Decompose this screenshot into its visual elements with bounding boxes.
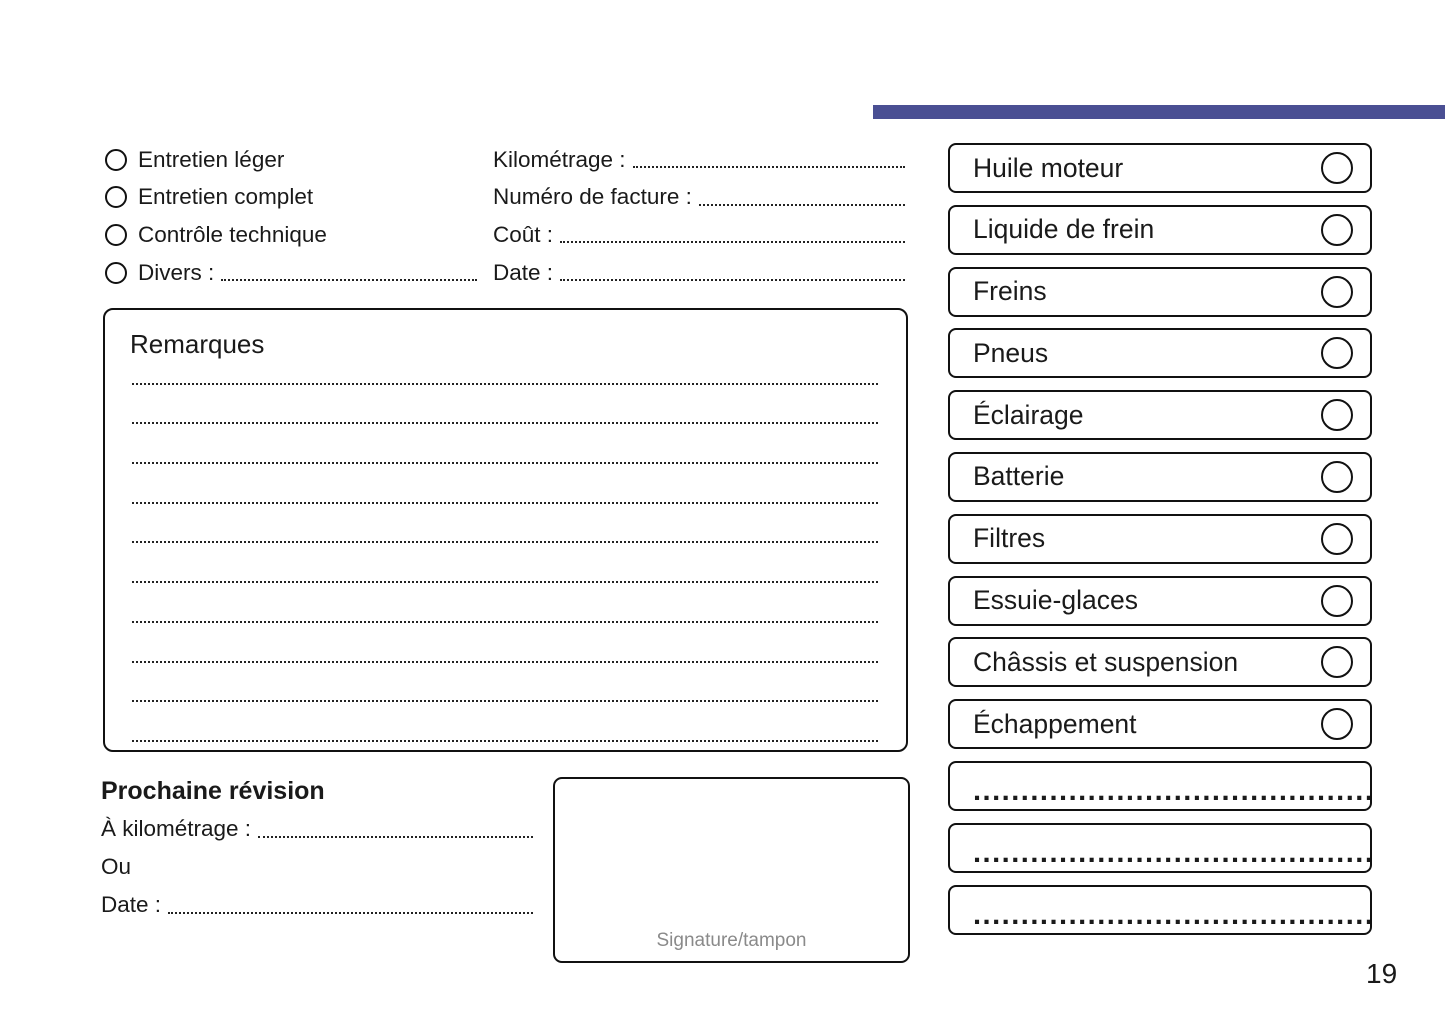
checklist-item-label: Batterie <box>973 461 1065 492</box>
service-type-label: Contrôle technique <box>138 221 327 247</box>
service-type-row: Divers : <box>105 254 477 292</box>
checklist-item-label: Pneus <box>973 337 1049 368</box>
remarks-dotted-line[interactable] <box>132 464 878 504</box>
checklist-item-label: Freins <box>973 276 1047 307</box>
check-circle-icon[interactable] <box>1321 584 1353 617</box>
header-accent-bar <box>873 105 1445 119</box>
checklist-blank-dots[interactable]: ........................................… <box>973 836 1372 869</box>
check-circle-icon[interactable] <box>1321 708 1353 741</box>
checklist-item-label: Liquide de frein <box>973 214 1155 245</box>
invoice-fields-group: Kilométrage : Numéro de facture : Coût : Da… <box>493 141 905 291</box>
checklist-item: Pneus <box>948 328 1372 379</box>
checklist-item: Filtres <box>948 513 1372 564</box>
next-service-title: Prochaine révision <box>101 777 325 805</box>
radio-circle-icon[interactable] <box>105 186 127 209</box>
service-type-row: Contrôle technique <box>105 216 477 254</box>
check-circle-icon[interactable] <box>1321 275 1353 308</box>
remarks-title: Remarques <box>130 329 265 359</box>
next-service-row: Date : <box>101 886 533 924</box>
checklist-item-label: Échappement <box>973 708 1137 739</box>
signature-stamp-box: Signature/tampon <box>553 777 910 963</box>
next-service-label: Date : <box>101 892 162 917</box>
next-service-label: À kilométrage : <box>101 816 252 841</box>
remarks-dotted-line[interactable] <box>132 583 878 623</box>
checklist-group: Huile moteur Liquide de frein Freins Pneus É… <box>948 143 1372 946</box>
service-type-group: Entretien léger Entretien complet Contrôle… <box>105 141 477 291</box>
remarks-dotted-line[interactable] <box>132 702 878 742</box>
dotted-fill-in-line[interactable] <box>632 151 905 169</box>
service-type-row: Entretien léger <box>105 141 477 179</box>
next-service-section: Prochaine révision À kilométrage : Ou Date… <box>101 772 533 924</box>
remarks-dotted-line[interactable] <box>132 623 878 663</box>
remarks-dotted-line[interactable] <box>132 663 878 703</box>
invoice-field-row: Numéro de facture : <box>493 179 905 217</box>
invoice-field-row: Date : <box>493 254 905 292</box>
service-type-label: Entretien complet <box>138 184 314 210</box>
checklist-item: Batterie <box>948 451 1372 502</box>
dotted-fill-in-line[interactable] <box>560 226 905 244</box>
remarks-lines <box>132 345 878 742</box>
remarks-dotted-line[interactable] <box>132 385 878 425</box>
invoice-field-row: Coût : <box>493 216 905 254</box>
check-circle-icon[interactable] <box>1321 337 1353 370</box>
invoice-field-row: Kilométrage : <box>493 141 905 179</box>
checklist-item-label: Châssis et suspension <box>973 646 1239 677</box>
check-circle-icon[interactable] <box>1321 213 1353 246</box>
radio-circle-icon[interactable] <box>105 261 127 284</box>
remarks-dotted-line[interactable] <box>132 424 878 465</box>
remarks-dotted-line[interactable] <box>132 543 878 584</box>
dotted-fill-in-line[interactable] <box>168 897 533 914</box>
check-circle-icon[interactable] <box>1321 460 1353 493</box>
checklist-item: Liquide de frein <box>948 204 1372 255</box>
checklist-item: Échappement <box>948 699 1372 750</box>
invoice-field-label: Numéro de facture : <box>493 184 692 210</box>
remarks-box: Remarques <box>103 308 908 752</box>
checklist-item: Châssis et suspension <box>948 637 1372 688</box>
checklist-item: Éclairage <box>948 390 1372 441</box>
checklist-blank-dots[interactable]: ........................................… <box>973 898 1372 931</box>
dotted-fill-in-line[interactable] <box>258 821 533 838</box>
checklist-item: Essuie-glaces <box>948 575 1372 626</box>
service-type-label: Entretien léger <box>138 146 285 172</box>
radio-circle-icon[interactable] <box>105 223 127 246</box>
checklist-item-label: Essuie-glaces <box>973 585 1138 616</box>
dotted-fill-in-line[interactable] <box>698 189 905 206</box>
checklist-item: Huile moteur <box>948 143 1372 193</box>
checklist-blank-item: ........................................… <box>948 760 1372 811</box>
remarks-dotted-line[interactable] <box>132 504 878 544</box>
checklist-item-label: Filtres <box>973 523 1046 554</box>
checklist-item-label: Éclairage <box>973 399 1084 430</box>
check-circle-icon[interactable] <box>1321 522 1353 555</box>
next-service-row: À kilométrage : <box>101 810 533 848</box>
check-circle-icon[interactable] <box>1321 646 1353 679</box>
dotted-fill-in-line[interactable] <box>560 264 905 282</box>
checklist-blank-item: ........................................… <box>948 884 1372 935</box>
invoice-field-label: Kilométrage : <box>493 146 626 172</box>
check-circle-icon[interactable] <box>1321 152 1353 184</box>
checklist-blank-dots[interactable]: ........................................… <box>973 774 1372 807</box>
signature-stamp-label: Signature/tampon <box>656 930 807 951</box>
dotted-fill-in-line[interactable] <box>221 264 477 282</box>
invoice-field-label: Date : <box>493 259 554 285</box>
next-service-rows: À kilométrage : Ou Date : <box>101 810 533 924</box>
radio-circle-icon[interactable] <box>105 148 127 171</box>
check-circle-icon[interactable] <box>1321 399 1353 432</box>
page-number: 19 <box>1366 958 1398 989</box>
checklist-blank-item: ........................................… <box>948 822 1372 873</box>
invoice-field-label: Coût : <box>493 221 554 247</box>
checklist-item-label: Huile moteur <box>973 152 1124 183</box>
next-service-label: Ou <box>101 854 132 879</box>
service-type-label: Divers : <box>138 259 215 285</box>
next-service-row: Ou <box>101 848 533 886</box>
checklist-item: Freins <box>948 266 1372 317</box>
service-type-row: Entretien complet <box>105 179 477 217</box>
remarks-dotted-line[interactable] <box>132 345 878 385</box>
